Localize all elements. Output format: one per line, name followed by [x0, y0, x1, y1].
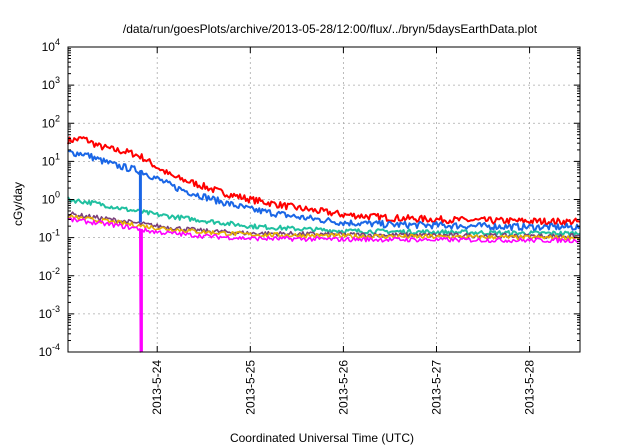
y-axis: 10-4 10-3 10-2 10-1 100 101 102 103 104: [39, 37, 580, 359]
series-layer: [67, 136, 581, 353]
y-tick-label: 103: [42, 75, 60, 92]
series-line: [67, 136, 581, 226]
y-axis-label: cGy/day: [11, 182, 25, 226]
y-tick-label: 10-2: [39, 266, 60, 283]
y-tick-label: 104: [42, 37, 60, 54]
y-tick-label: 10-1: [39, 228, 60, 245]
x-tick-label: 2013-5-26: [336, 360, 350, 415]
series-line: [67, 196, 581, 237]
x-axis: 2013-5-24 2013-5-25 2013-5-26 2013-5-27 2013…: [150, 47, 537, 415]
x-tick-label: 2013-5-24: [150, 360, 164, 415]
y-tick-label: 102: [42, 113, 60, 130]
chart-title: /data/run/goesPlots/archive/2013-05-28/1…: [123, 22, 538, 36]
x-tick-label: 2013-5-28: [523, 360, 537, 415]
series-line: [67, 217, 581, 353]
y-tick-label: 101: [42, 151, 60, 168]
grid: [68, 47, 580, 352]
series-line: [67, 211, 581, 240]
y-tick-label: 10-4: [39, 342, 60, 359]
series-line: [67, 214, 581, 241]
y-tick-label: 100: [42, 190, 60, 207]
y-tick-label: 10-3: [39, 304, 60, 321]
series-line: [67, 149, 581, 232]
x-axis-label: Coordinated Universal Time (UTC): [230, 431, 414, 445]
x-tick-label: 2013-5-27: [429, 360, 443, 415]
x-tick-label: 2013-5-25: [243, 360, 257, 415]
